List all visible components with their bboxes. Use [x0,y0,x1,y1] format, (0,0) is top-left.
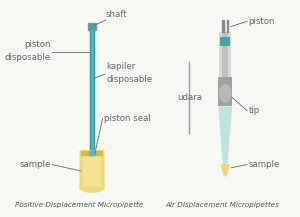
Bar [219,32,222,78]
Bar [83,157,101,187]
Text: sample: sample [20,160,51,169]
Bar [222,20,224,32]
Text: disposable: disposable [5,53,51,62]
Bar [228,32,231,78]
Text: sample: sample [248,160,280,169]
Text: tip: tip [248,106,260,115]
Ellipse shape [81,184,103,193]
Text: piston: piston [248,17,275,26]
Text: piston: piston [24,40,51,49]
Polygon shape [218,106,232,176]
Bar [91,30,93,153]
Text: udara: udara [177,93,202,102]
Text: Air Displacement Micropipettes: Air Displacement Micropipettes [165,201,279,207]
Text: disposable: disposable [106,75,153,84]
Bar [90,30,94,153]
Text: shaft: shaft [106,10,128,19]
Bar [218,77,232,106]
Ellipse shape [219,84,232,103]
Text: piston seal: piston seal [104,114,151,123]
Polygon shape [220,164,230,176]
Bar [220,37,230,46]
Bar [89,24,95,28]
Text: Positive Displacement Micropipette: Positive Displacement Micropipette [16,201,144,207]
Bar [226,20,228,32]
FancyBboxPatch shape [80,150,105,191]
Bar [219,32,231,78]
Bar [81,151,103,156]
Bar [89,151,95,155]
Bar [88,23,96,30]
Text: kapiler: kapiler [106,62,136,71]
